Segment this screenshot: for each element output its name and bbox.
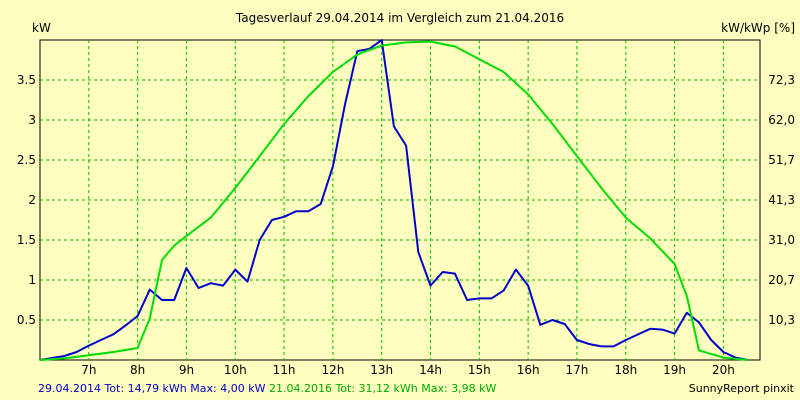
footer-summary: 29.04.2014 Tot: 14,79 kWh Max: 4,00 kW 2… xyxy=(38,382,496,395)
x-tick-label: 7h xyxy=(81,363,96,377)
tick-labels: 7h 8h 9h 10h 11h 12h 13h 14h 15h 16h 17h 18h 19h 20h 0… xyxy=(17,73,795,377)
series-line-2 xyxy=(39,40,748,361)
y-axis-left-label: kW xyxy=(32,21,51,35)
series-line-1 xyxy=(39,39,748,361)
y-right-tick-label: 62,0 xyxy=(768,113,795,127)
y-right-tick-label: 31,0 xyxy=(768,233,795,247)
y-right-tick-label: 72,3 xyxy=(768,73,795,87)
x-tick-label: 14h xyxy=(419,363,442,377)
x-tick-label: 18h xyxy=(614,363,637,377)
y-right-tick-label: 20,7 xyxy=(768,273,795,287)
y-right-tick-label: 41,3 xyxy=(768,193,795,207)
x-tick-label: 13h xyxy=(370,363,393,377)
x-tick-label: 10h xyxy=(224,363,247,377)
x-tick-label: 15h xyxy=(468,363,491,377)
y-left-tick-label: 1.5 xyxy=(17,233,36,247)
y-left-tick-label: 2.5 xyxy=(17,153,36,167)
x-tick-label: 12h xyxy=(321,363,344,377)
x-tick-label: 8h xyxy=(130,363,145,377)
series1-summary: 29.04.2014 Tot: 14,79 kWh Max: 4,00 kW xyxy=(38,382,266,395)
y-right-tick-label: 51,7 xyxy=(768,153,795,167)
y-left-tick-label: 3 xyxy=(28,113,36,127)
series2-summary: 21.04.2016 Tot: 31,12 kWh Max: 3,98 kW xyxy=(268,382,497,395)
x-tick-label: 19h xyxy=(663,363,686,377)
y-left-tick-label: 1 xyxy=(28,273,36,287)
x-tick-label: 11h xyxy=(273,363,296,377)
y-left-tick-label: 3.5 xyxy=(17,73,36,87)
x-tick-label: 17h xyxy=(566,363,589,377)
x-tick-label: 16h xyxy=(517,363,540,377)
y-left-tick-label: 2 xyxy=(28,193,36,207)
x-tick-label: 20h xyxy=(712,363,735,377)
chart-title: Tagesverlauf 29.04.2014 im Vergleich zum… xyxy=(235,11,564,25)
y-axis-right-label: kW/kWp [%] xyxy=(721,21,795,35)
x-tick-label: 9h xyxy=(179,363,194,377)
grid-lines xyxy=(40,40,760,360)
y-left-tick-label: 0.5 xyxy=(17,313,36,327)
credit-label: SunnyReport pinxit xyxy=(688,382,794,395)
series-lines xyxy=(39,39,748,361)
chart-canvas: Tagesverlauf 29.04.2014 im Vergleich zum… xyxy=(17,11,795,377)
y-right-tick-label: 10,3 xyxy=(768,313,795,327)
